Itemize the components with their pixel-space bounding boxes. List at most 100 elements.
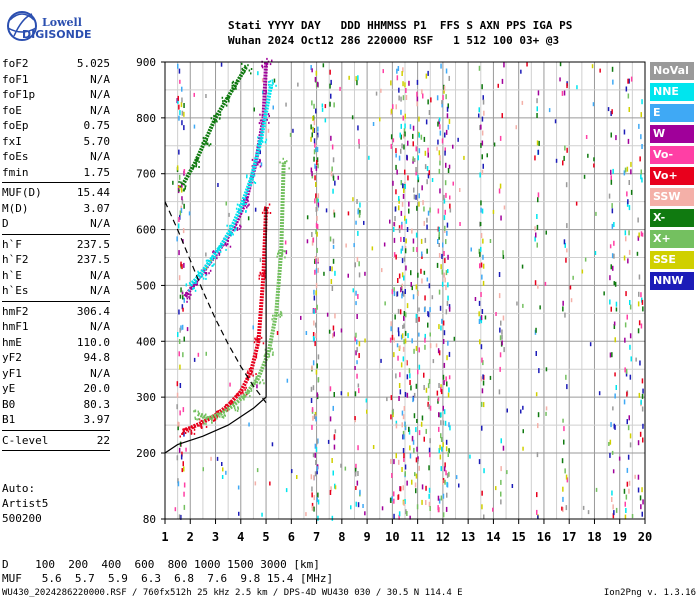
trace-dot (236, 394, 238, 397)
trace-dot (225, 248, 227, 251)
scatter-dot (591, 64, 594, 69)
trace-dot (218, 117, 221, 120)
scatter-dot (431, 295, 434, 300)
noise-dot (398, 383, 401, 388)
trace-dot (260, 336, 263, 339)
noise-dot (428, 465, 430, 471)
scatter-dot (634, 474, 636, 479)
noise-dot (446, 230, 448, 236)
noise-dot (409, 380, 411, 385)
noise-dot (478, 248, 480, 254)
noise-dot (500, 491, 502, 497)
noise-dot (442, 374, 445, 380)
param-row-ye: yE 20.0 (2, 381, 110, 397)
noise-dot (403, 128, 406, 134)
scatter-dot (429, 332, 431, 337)
noise-dot (536, 492, 538, 498)
noise-dot (412, 246, 415, 252)
noise-dot (317, 267, 319, 273)
param-label: fxI (2, 134, 22, 148)
noise-dot (183, 297, 185, 303)
noise-dot (317, 198, 319, 204)
noise-dot (564, 242, 566, 248)
noise-dot (438, 324, 440, 330)
scatter-dot (411, 286, 413, 291)
noise-dot (313, 320, 315, 326)
noise-dot (313, 506, 315, 512)
scatter-dot (229, 382, 231, 387)
trace-dot (205, 413, 207, 416)
param-value: N/A (90, 284, 110, 297)
noise-dot (399, 389, 402, 395)
noise-dot (411, 435, 414, 441)
noise-dot (312, 336, 315, 341)
noise-dot (440, 264, 442, 270)
scatter-dot (205, 252, 207, 257)
scatter-dot (381, 268, 383, 273)
noise-dot (310, 124, 312, 130)
scatter-dot (570, 298, 573, 303)
noise-dot (400, 96, 402, 102)
trace-dot (283, 250, 285, 253)
noise-dot (623, 488, 626, 494)
param-value: N/A (90, 217, 110, 230)
trace-dot (266, 57, 268, 60)
trace-dot (218, 245, 221, 248)
noise-dot (181, 120, 183, 126)
scatter-dot (392, 138, 395, 143)
scatter-dot (357, 383, 360, 388)
param-value: 237.5 (76, 237, 110, 251)
noise-dot (356, 339, 358, 345)
trace-dot (259, 271, 261, 274)
noise-dot (317, 257, 319, 263)
noise-dot (638, 291, 640, 297)
noise-dot (627, 93, 630, 99)
trace-dot (248, 368, 251, 370)
noise-dot (403, 434, 405, 440)
param-row-foes: foEs N/A (2, 149, 110, 165)
noise-dot (630, 76, 633, 82)
trace-dot (231, 402, 233, 405)
legend-item-voplus: Vo+ (650, 167, 694, 185)
scatter-dot (396, 343, 399, 348)
noise-dot (329, 490, 332, 495)
noise-dot (629, 344, 631, 350)
trace-dot (195, 162, 198, 165)
noise-dot (181, 324, 184, 330)
trace-dot (216, 415, 219, 418)
noise-dot (480, 315, 483, 321)
noise-dot (183, 482, 186, 488)
noise-dot (390, 458, 392, 464)
scatter-dot (252, 325, 254, 330)
trace-dot (263, 208, 266, 211)
scatter-dot (364, 511, 366, 516)
trace-dot (271, 59, 273, 62)
scatter-dot (522, 446, 524, 451)
noise-dot (317, 193, 320, 199)
noise-dot (311, 424, 313, 430)
noise-dot (626, 201, 629, 207)
trace-dot (256, 381, 259, 384)
trace-dot (275, 84, 277, 87)
scatter-dot (539, 305, 541, 310)
noise-dot (332, 405, 334, 411)
noise-dot (630, 169, 632, 175)
trace-dot (216, 249, 219, 251)
noise-dot (356, 256, 359, 262)
noise-dot (442, 95, 444, 100)
trace-dot (208, 144, 210, 147)
noise-dot (401, 283, 403, 289)
noise-dot (405, 95, 408, 100)
digisonde-logo: Lowell DIGISONDE (4, 6, 114, 50)
scatter-dot (402, 324, 404, 329)
noise-dot (482, 374, 484, 380)
trace-dot (213, 121, 216, 124)
noise-dot (446, 106, 449, 112)
noise-dot (178, 217, 180, 222)
noise-dot (316, 304, 318, 310)
noise-dot (630, 161, 632, 167)
noise-dot (437, 495, 440, 501)
param-label: yF1 (2, 366, 22, 380)
trace-dot (219, 113, 222, 116)
scatter-dot (354, 416, 356, 420)
